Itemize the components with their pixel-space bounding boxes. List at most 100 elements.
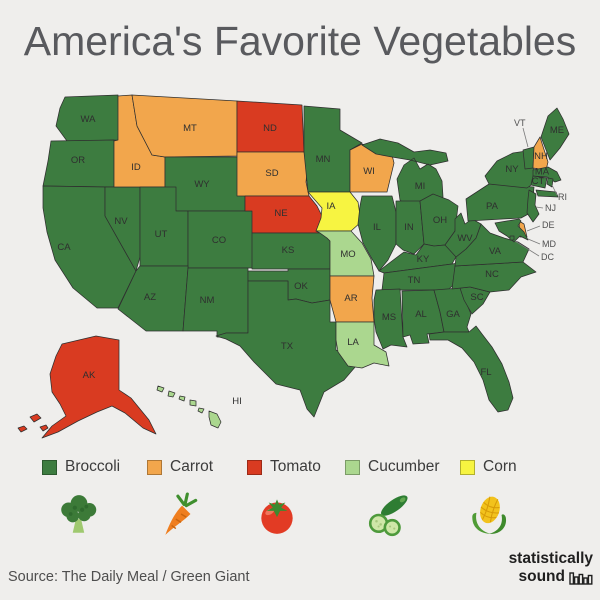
state-label-OH: OH: [433, 215, 447, 226]
state-label-IL: IL: [373, 222, 381, 233]
state-label-AZ: AZ: [144, 292, 156, 303]
state-label-WI: WI: [363, 166, 375, 177]
state-label-ID: ID: [131, 162, 141, 173]
state-label-NC: NC: [485, 269, 499, 280]
state-CT: [530, 175, 548, 189]
cucumber-icon: [365, 492, 411, 538]
brand-logo: statistically sound: [509, 550, 593, 586]
leader-line-DE: [526, 225, 541, 232]
legend-item-broccoli: Broccoli: [42, 458, 120, 476]
legend-item-cucumber: Cucumber: [345, 458, 440, 476]
state-label-KY: KY: [417, 254, 430, 265]
bar-chart-icon: [569, 571, 593, 585]
page-title: America's Favorite Vegetables: [23, 18, 577, 64]
state-MI: [361, 138, 449, 203]
state-label-MO: MO: [340, 249, 355, 260]
state-label-UT: UT: [155, 229, 168, 240]
state-label-GA: GA: [446, 309, 460, 320]
state-label-AL: AL: [415, 309, 427, 320]
state-label-WA: WA: [81, 114, 97, 125]
state-RI: [546, 177, 554, 188]
state-DC: [509, 235, 515, 241]
state-label-CO: CO: [212, 235, 226, 246]
state-label-LA: LA: [347, 337, 359, 348]
state-HI: [156, 385, 222, 429]
state-label-NM: NM: [200, 295, 215, 306]
leader-line-RI: [551, 184, 558, 196]
state-label-PA: PA: [486, 201, 499, 212]
state-label-MN: MN: [316, 154, 331, 165]
state-label-AR: AR: [344, 293, 357, 304]
state-label-AK: AK: [83, 370, 96, 381]
corn-icon: [466, 492, 512, 538]
state-label-DC: DC: [541, 252, 554, 262]
state-label-OK: OK: [294, 281, 308, 292]
state-label-WV: WV: [457, 233, 473, 244]
state-label-SD: SD: [265, 168, 278, 179]
state-NC: [451, 261, 537, 293]
legend-label: Cucumber: [368, 458, 440, 475]
state-label-OR: OR: [71, 155, 85, 166]
state-NM: [182, 267, 249, 338]
state-label-SC: SC: [470, 292, 483, 303]
legend-chip-tomato: [247, 459, 262, 475]
state-MS: [373, 288, 408, 350]
source-text: Source: The Daily Meal / Green Giant: [8, 569, 250, 585]
leader-line-NJ: [535, 206, 544, 209]
state-label-VA: VA: [489, 246, 502, 257]
broccoli-icon: [56, 492, 102, 538]
state-label-MT: MT: [183, 123, 197, 134]
state-label-ME: ME: [550, 125, 564, 136]
leader-line-VT: [522, 127, 529, 148]
leader-line-DC: [514, 240, 540, 257]
state-label-NH: NH: [534, 151, 548, 162]
state-PA: [465, 183, 535, 222]
leader-line-MD: [527, 238, 541, 245]
state-VT: [522, 146, 535, 170]
state-TX: [215, 280, 357, 418]
legend-label: Carrot: [170, 458, 214, 475]
state-LA: [335, 321, 390, 369]
state-label-IA: IA: [327, 201, 337, 212]
state-label-NJ: NJ: [545, 203, 556, 213]
state-FL: [428, 325, 514, 413]
state-label-KS: KS: [282, 245, 295, 256]
tomato-icon: [254, 492, 300, 538]
state-label-MD: MD: [542, 239, 556, 249]
legend-item-corn: Corn: [460, 458, 517, 476]
state-label-RI: RI: [558, 192, 567, 202]
carrot-icon: [157, 492, 203, 538]
state-label-NE: NE: [274, 208, 287, 219]
state-label-CA: CA: [57, 242, 71, 253]
state-label-MA: MA: [535, 167, 550, 178]
state-AZ: [117, 265, 189, 332]
legend-label: Tomato: [270, 458, 321, 475]
state-label-TN: TN: [408, 275, 421, 286]
legend-label: Broccoli: [65, 458, 121, 475]
legend-chip-corn: [460, 459, 475, 475]
state-label-TX: TX: [281, 341, 294, 352]
state-label-CT: CT: [532, 176, 545, 187]
state-label-VT: VT: [514, 118, 526, 128]
legend-item-tomato: Tomato: [247, 458, 321, 476]
state-MD: [494, 218, 529, 243]
state-label-MI: MI: [415, 181, 426, 192]
state-label-ND: ND: [263, 123, 277, 134]
legend-chip-carrot: [147, 459, 162, 475]
state-label-MS: MS: [382, 312, 396, 323]
state-label-NY: NY: [505, 164, 519, 175]
state-ME: [540, 107, 570, 161]
state-NJ: [526, 189, 540, 223]
brand-line2: sound: [518, 568, 566, 585]
legend-chip-cucumber: [345, 459, 360, 475]
state-AK: [17, 335, 157, 439]
legend-item-carrot: Carrot: [147, 458, 213, 476]
state-label-HI: HI: [232, 396, 242, 407]
state-label-IN: IN: [404, 222, 414, 233]
state-label-NV: NV: [114, 216, 128, 227]
legend-label: Corn: [483, 458, 517, 475]
brand-line1: statistically: [508, 550, 593, 567]
legend-chip-broccoli: [42, 459, 57, 475]
state-label-WY: WY: [194, 179, 210, 190]
